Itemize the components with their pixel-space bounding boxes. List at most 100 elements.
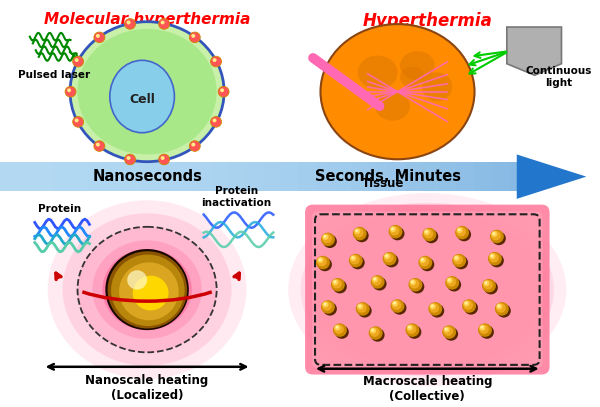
- Circle shape: [392, 300, 401, 310]
- Circle shape: [371, 328, 385, 342]
- Circle shape: [334, 280, 337, 283]
- Circle shape: [454, 256, 468, 269]
- Circle shape: [389, 225, 403, 239]
- Circle shape: [425, 230, 428, 233]
- Bar: [439, 162, 457, 191]
- Circle shape: [462, 299, 476, 313]
- Circle shape: [350, 255, 356, 261]
- Bar: [88, 162, 106, 191]
- Ellipse shape: [288, 193, 566, 386]
- Text: Protein
inactivation: Protein inactivation: [202, 186, 272, 208]
- Bar: [123, 162, 140, 191]
- Circle shape: [424, 229, 433, 239]
- Bar: [386, 162, 404, 191]
- Circle shape: [322, 234, 328, 240]
- Circle shape: [478, 323, 492, 337]
- Circle shape: [411, 280, 414, 283]
- Circle shape: [410, 280, 416, 285]
- Circle shape: [158, 19, 170, 29]
- Circle shape: [493, 232, 496, 235]
- Circle shape: [73, 116, 83, 127]
- Circle shape: [446, 277, 456, 287]
- Circle shape: [333, 323, 347, 337]
- Circle shape: [495, 302, 509, 316]
- Circle shape: [372, 276, 378, 282]
- Text: Cell: Cell: [129, 93, 155, 106]
- Circle shape: [335, 326, 338, 329]
- Circle shape: [358, 304, 371, 317]
- Circle shape: [480, 325, 494, 339]
- Bar: [106, 162, 123, 191]
- Circle shape: [497, 304, 500, 307]
- Circle shape: [357, 304, 363, 309]
- Circle shape: [190, 32, 200, 43]
- Circle shape: [424, 229, 430, 235]
- Circle shape: [419, 257, 430, 267]
- Circle shape: [458, 228, 461, 231]
- Circle shape: [333, 280, 347, 293]
- Circle shape: [389, 226, 400, 236]
- Circle shape: [158, 154, 170, 165]
- Circle shape: [491, 231, 501, 241]
- Text: Tissue: Tissue: [361, 177, 404, 190]
- Circle shape: [488, 252, 502, 265]
- Circle shape: [391, 227, 404, 241]
- Circle shape: [383, 253, 394, 263]
- Polygon shape: [517, 154, 586, 199]
- Circle shape: [322, 302, 328, 307]
- Circle shape: [322, 234, 332, 243]
- Circle shape: [371, 329, 374, 332]
- Text: Molecular hyperthermia: Molecular hyperthermia: [44, 11, 250, 26]
- Circle shape: [73, 56, 83, 67]
- Circle shape: [428, 302, 442, 316]
- Circle shape: [332, 280, 338, 285]
- Circle shape: [316, 256, 330, 269]
- Circle shape: [119, 263, 179, 320]
- Circle shape: [390, 226, 396, 232]
- Circle shape: [96, 34, 100, 38]
- Circle shape: [323, 235, 326, 238]
- Circle shape: [127, 270, 147, 289]
- Circle shape: [496, 304, 502, 309]
- Circle shape: [407, 325, 413, 330]
- Circle shape: [321, 300, 335, 314]
- Ellipse shape: [311, 208, 544, 371]
- Circle shape: [479, 324, 489, 334]
- Ellipse shape: [77, 227, 217, 352]
- Circle shape: [321, 233, 335, 246]
- Circle shape: [220, 88, 224, 92]
- Circle shape: [482, 279, 496, 293]
- Circle shape: [383, 252, 397, 265]
- Circle shape: [385, 254, 388, 257]
- Circle shape: [127, 21, 131, 24]
- Circle shape: [96, 143, 100, 147]
- Circle shape: [444, 327, 458, 341]
- Ellipse shape: [103, 249, 192, 330]
- Circle shape: [447, 278, 461, 291]
- Circle shape: [334, 325, 340, 330]
- Circle shape: [497, 304, 511, 317]
- Bar: [368, 162, 386, 191]
- Text: Hyperthermia: Hyperthermia: [362, 11, 492, 30]
- Circle shape: [356, 302, 370, 316]
- Text: Pulsed laser: Pulsed laser: [18, 70, 90, 80]
- Circle shape: [479, 325, 485, 330]
- Ellipse shape: [320, 24, 475, 159]
- Circle shape: [212, 118, 217, 123]
- Text: Macroscale heating
(Collective): Macroscale heating (Collective): [362, 376, 492, 403]
- Bar: [228, 162, 246, 191]
- Circle shape: [106, 249, 189, 330]
- Circle shape: [448, 278, 451, 281]
- Circle shape: [371, 276, 382, 286]
- Ellipse shape: [62, 213, 232, 366]
- Circle shape: [457, 228, 471, 241]
- Circle shape: [323, 234, 337, 248]
- Bar: [263, 162, 281, 191]
- Circle shape: [490, 230, 504, 243]
- Circle shape: [94, 32, 105, 43]
- Circle shape: [406, 324, 416, 334]
- Circle shape: [385, 254, 398, 267]
- Circle shape: [125, 19, 136, 29]
- Circle shape: [354, 228, 364, 237]
- Circle shape: [133, 276, 169, 311]
